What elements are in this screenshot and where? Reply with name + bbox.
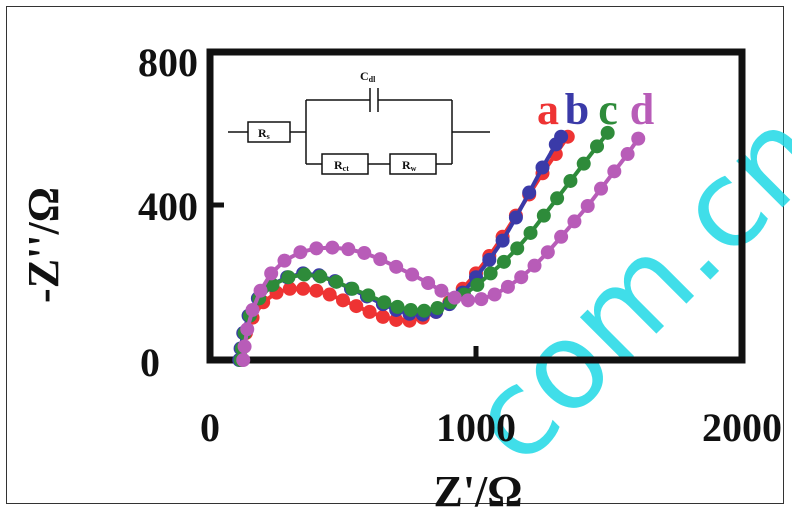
series-tag-a: a <box>537 85 559 134</box>
data-point-c <box>345 281 360 296</box>
series-layer <box>232 125 646 367</box>
circuit-label-rct: Rct <box>334 158 349 173</box>
data-point-d <box>325 240 340 255</box>
data-point-a <box>336 293 350 308</box>
data-point-d <box>447 290 462 305</box>
data-point-d <box>461 293 476 308</box>
data-point-d <box>236 353 251 367</box>
data-point-a <box>322 287 337 302</box>
y-tick-label-800: 800 <box>138 40 198 85</box>
data-point-d <box>277 253 292 268</box>
series-tag-d: d <box>630 85 654 134</box>
data-point-d <box>567 214 582 229</box>
figure-frame <box>6 6 784 504</box>
data-point-d <box>389 259 404 274</box>
data-point-c <box>576 156 591 171</box>
data-point-b <box>522 185 537 200</box>
series-tag-b: b <box>565 85 589 134</box>
data-point-d <box>580 199 595 213</box>
data-point-d <box>309 241 324 256</box>
data-point-d <box>293 245 308 260</box>
data-point-d <box>527 258 542 273</box>
data-point-d <box>434 283 449 298</box>
data-point-c <box>523 225 538 240</box>
data-point-c <box>550 191 565 206</box>
y-axis-title: -Z''/Ω <box>19 187 68 303</box>
data-point-c <box>390 299 405 314</box>
data-point-d <box>487 287 502 302</box>
data-point-d <box>240 322 255 337</box>
data-point-d <box>620 147 635 162</box>
data-point-b <box>554 129 569 144</box>
y-tick-label-400: 400 <box>138 184 198 229</box>
data-point-a <box>309 283 324 298</box>
data-point-c <box>329 274 344 289</box>
data-point-d <box>373 252 388 267</box>
data-point-d <box>341 242 356 257</box>
data-point-c <box>430 301 445 316</box>
data-point-c <box>510 241 525 256</box>
data-point-b <box>535 160 550 175</box>
data-point-c <box>313 269 328 284</box>
data-point-d <box>405 267 420 282</box>
data-point-a <box>349 299 364 314</box>
data-point-d <box>500 279 515 294</box>
data-point-b <box>508 210 523 225</box>
data-point-a <box>389 312 404 327</box>
y-tick-label-0: 0 <box>140 340 160 385</box>
data-point-d <box>607 164 622 179</box>
data-point-d <box>474 292 489 307</box>
data-point-c <box>265 277 280 292</box>
data-point-a <box>375 309 390 324</box>
x-tick-label-2000: 2000 <box>702 405 782 450</box>
data-point-a <box>282 281 297 296</box>
data-point-c <box>536 208 551 223</box>
series-d <box>236 131 646 367</box>
data-point-b <box>482 252 497 267</box>
data-point-c <box>600 125 615 140</box>
data-point-c <box>496 254 511 269</box>
data-point-c <box>590 139 605 154</box>
data-point-c <box>403 302 418 317</box>
data-point-c <box>377 295 392 310</box>
data-point-c <box>361 288 376 303</box>
circuit-label-rw: Rw <box>402 158 417 173</box>
data-point-c <box>417 303 432 318</box>
circuit-label-rs: Rs <box>258 126 270 141</box>
data-point-d <box>554 229 569 244</box>
data-point-d <box>540 245 555 260</box>
data-point-a <box>296 281 311 296</box>
data-point-b <box>495 233 510 248</box>
data-point-c <box>563 173 578 188</box>
data-point-c <box>470 277 485 292</box>
data-point-d <box>421 276 436 290</box>
x-axis-title: Z'/Ω <box>433 467 522 511</box>
data-point-a <box>362 304 377 319</box>
data-point-d <box>357 245 372 260</box>
data-point-c <box>483 266 498 281</box>
data-point-c <box>297 267 312 282</box>
data-point-d <box>264 266 279 281</box>
data-point-c <box>281 270 296 285</box>
data-point-d <box>253 283 268 298</box>
x-tick-label-0: 0 <box>200 405 220 450</box>
data-point-d <box>245 302 260 317</box>
data-point-d <box>237 339 252 354</box>
data-point-d <box>594 181 609 196</box>
equivalent-circuit-inset <box>228 88 490 175</box>
x-tick-label-1000: 1000 <box>436 405 516 450</box>
series-tag-c: c <box>598 85 618 134</box>
data-point-d <box>631 131 646 146</box>
circuit-label-cdl: Cdl <box>360 69 376 84</box>
data-point-d <box>514 270 529 285</box>
